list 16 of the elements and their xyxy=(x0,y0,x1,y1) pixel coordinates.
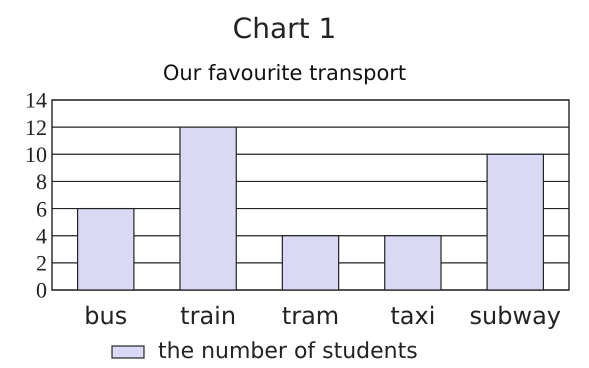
legend-label: the number of students xyxy=(158,339,418,364)
y-tick-label: 4 xyxy=(36,223,47,248)
x-tick-label: tram xyxy=(282,302,340,330)
x-tick-label: bus xyxy=(84,302,128,330)
chart-subtitle: Our favourite transport xyxy=(162,61,406,85)
x-tick-label: subway xyxy=(470,302,562,330)
y-tick-label: 14 xyxy=(25,88,47,113)
x-tick-label: train xyxy=(180,302,236,330)
y-tick-label: 8 xyxy=(36,169,47,194)
x-tick-label: taxi xyxy=(390,302,436,330)
y-tick-label: 6 xyxy=(36,196,47,222)
chart-title: Chart 1 xyxy=(232,12,336,45)
y-tick-label: 12 xyxy=(25,114,47,140)
y-tick-label: 10 xyxy=(25,142,47,167)
y-tick-label: 2 xyxy=(36,250,47,276)
y-tick-label: 0 xyxy=(36,278,47,303)
